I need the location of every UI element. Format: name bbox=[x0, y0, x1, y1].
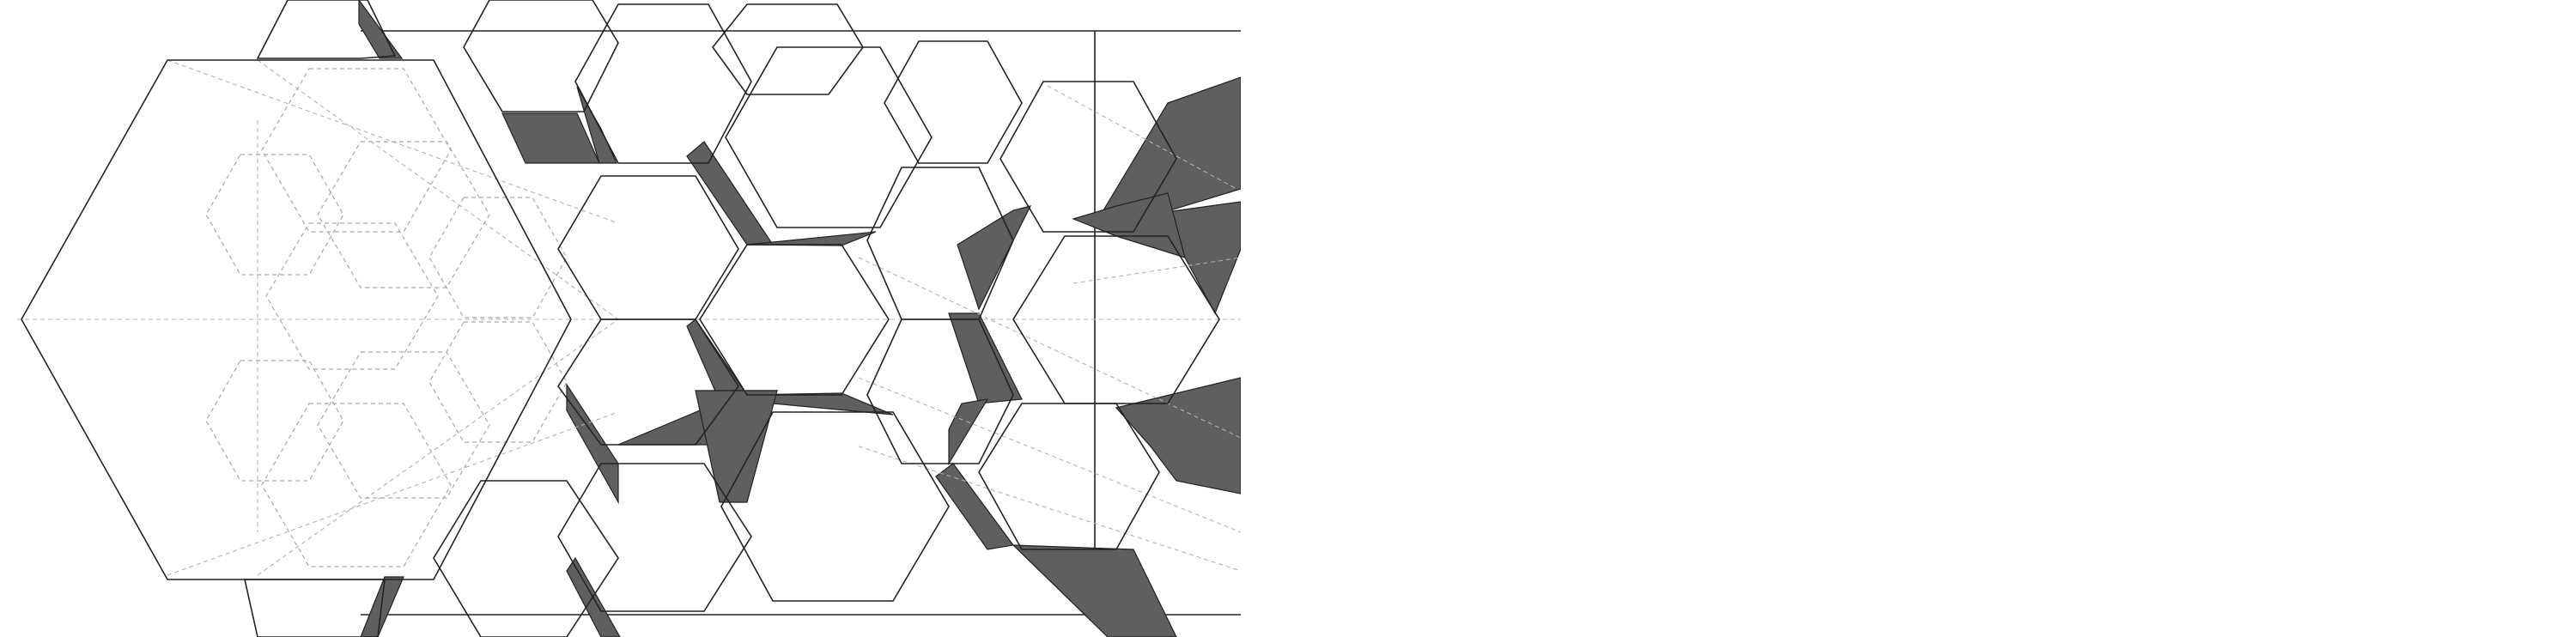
hex-center-upper bbox=[557, 175, 739, 320]
interior-dashed-hexes bbox=[205, 68, 568, 567]
hex-bottom-far-left bbox=[244, 579, 386, 637]
hex-lower-right bbox=[978, 403, 1160, 550]
shade-bottom-left bbox=[360, 576, 404, 637]
guide-line-10 bbox=[1047, 85, 1237, 190]
shade-upper-bar bbox=[501, 112, 600, 164]
hex-center bbox=[699, 244, 890, 396]
shade-center-upper bbox=[686, 141, 775, 246]
dashed-hex-8 bbox=[205, 154, 344, 276]
frame-lines bbox=[361, 30, 1241, 616]
hex-top-4 bbox=[725, 46, 933, 228]
empty-canvas-area bbox=[1241, 0, 2576, 637]
dashed-hex-3 bbox=[265, 222, 439, 370]
shade-center-mid bbox=[686, 318, 749, 396]
hex-bottom-center bbox=[557, 463, 752, 612]
guide-line-11 bbox=[1072, 257, 1241, 284]
hex-upper-right bbox=[999, 81, 1177, 233]
shade-top-left bbox=[358, 0, 404, 59]
shade-right-fan-lower bbox=[1115, 377, 1241, 494]
guide-line-7 bbox=[858, 257, 1241, 439]
dashed-hex-4 bbox=[317, 351, 490, 499]
guide-line-2 bbox=[167, 411, 619, 576]
dashed-hex-2 bbox=[317, 141, 490, 288]
shade-lower-slant bbox=[695, 390, 778, 503]
outlined-hexagons bbox=[244, 0, 1220, 637]
guide-line-6 bbox=[257, 318, 619, 576]
shade-mid-right-upper bbox=[957, 205, 1032, 311]
hex-bottom-left bbox=[433, 480, 619, 637]
shade-lower-right-a bbox=[948, 398, 989, 466]
hex-right-lower bbox=[866, 318, 1014, 464]
hexagon-diagram-svg bbox=[17, 0, 1241, 637]
dashed-hex-1 bbox=[261, 68, 452, 233]
large-hexagon bbox=[21, 59, 572, 580]
shade-lower-right-b bbox=[935, 463, 1015, 550]
dashed-hex-6 bbox=[428, 197, 568, 318]
hex-top-5 bbox=[884, 40, 1023, 164]
dashed-hex-5 bbox=[261, 403, 452, 567]
dashed-guides bbox=[17, 59, 1241, 576]
dashed-hex-7 bbox=[428, 321, 568, 443]
hex-top-left bbox=[256, 0, 397, 59]
hex-top-2 bbox=[574, 3, 752, 164]
hexagon-diagram bbox=[0, 0, 1241, 637]
hex-center-lower bbox=[557, 318, 739, 446]
shade-right-wedge bbox=[1072, 192, 1186, 258]
hex-right-center bbox=[1012, 235, 1220, 404]
shade-bottom-right bbox=[1012, 544, 1177, 637]
shade-lower-left bbox=[566, 382, 619, 505]
hex-lower-center bbox=[720, 411, 950, 602]
guide-line-9 bbox=[858, 446, 1241, 572]
guide-line-8 bbox=[858, 377, 1241, 533]
hex-top-3 bbox=[711, 3, 864, 95]
guide-line-5 bbox=[257, 59, 619, 320]
shade-right-fan-upper bbox=[1103, 76, 1241, 220]
shaded-regions bbox=[358, 0, 1241, 637]
hex-top-1 bbox=[463, 0, 619, 112]
